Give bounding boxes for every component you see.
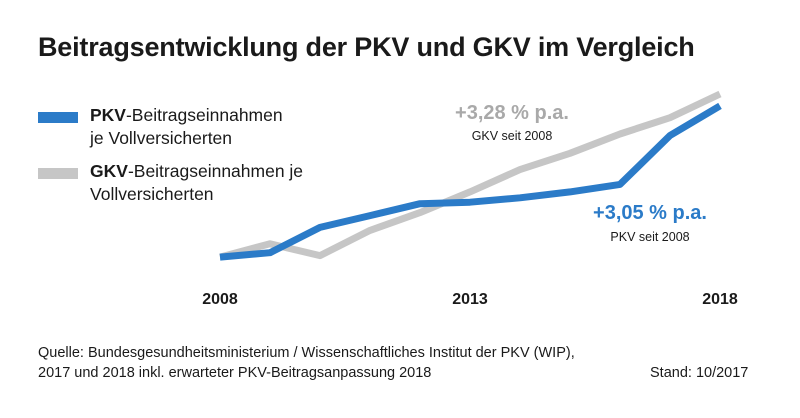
x-axis-ticks: 2008 2013 2018: [202, 291, 738, 308]
pkv-growth-note: PKV seit 2008: [610, 230, 689, 244]
legend-label-pkv-bold: PKV: [90, 105, 126, 125]
source-line-1: Quelle: Bundesgesundheitsministerium / W…: [38, 345, 575, 361]
legend-swatch-gkv: [38, 168, 78, 179]
legend-label-gkv-bold: GKV: [90, 161, 128, 181]
legend-label-gkv-rest: -Beitragseinnahmen je: [127, 161, 304, 181]
gkv-growth-note: GKV seit 2008: [472, 129, 553, 143]
x-tick-label-2013: 2013: [452, 291, 488, 308]
legend-label-pkv: PKV-Beitragseinnahmen je Vollversicherte…: [90, 104, 380, 150]
series-line-gkv: [219, 90, 722, 261]
series-line-pkv: [219, 102, 722, 261]
gkv-growth-annotation: +3,28 % p.a.: [455, 102, 569, 124]
legend-label-pkv-line2: je Vollversicherten: [90, 128, 233, 148]
stand-date: Stand: 10/2017: [650, 365, 749, 381]
pkv-growth-annotation: +3,05 % p.a.: [593, 202, 707, 224]
legend-swatch-pkv: [38, 112, 78, 123]
source-note: Quelle: Bundesgesundheitsministerium / W…: [38, 343, 575, 383]
chart-title: Beitragsentwicklung der PKV und GKV im V…: [38, 32, 695, 62]
series-layer: [219, 90, 722, 261]
legend-label-pkv-rest: -Beitragseinnahmen: [125, 105, 283, 125]
x-tick-label-2018: 2018: [702, 291, 738, 308]
x-tick-label-2008: 2008: [202, 291, 238, 308]
legend-label-gkv: GKV-Beitragseinnahmen je Vollversicherte…: [90, 160, 380, 206]
legend-label-gkv-line2: Vollversicherten: [90, 184, 214, 204]
source-line-2: 2017 und 2018 inkl. erwarteter PKV-Beitr…: [38, 365, 432, 381]
